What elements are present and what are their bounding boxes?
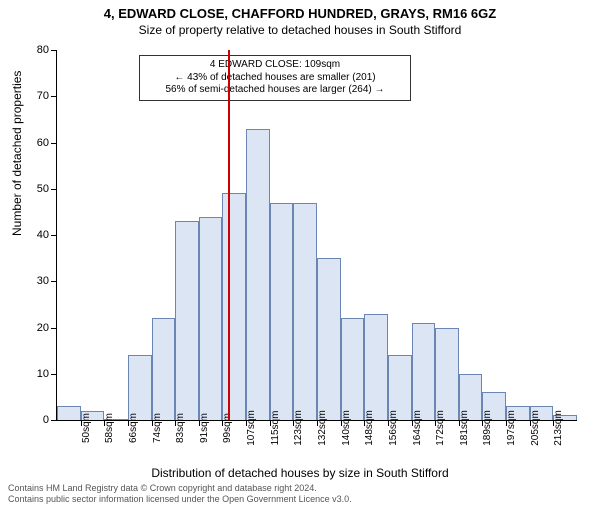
annotation-line-3: 56% of semi-detached houses are larger (… bbox=[146, 84, 404, 97]
x-tick-label: 91sqm bbox=[199, 413, 210, 443]
x-tick-label: 50sqm bbox=[81, 413, 92, 443]
annotation-line-1: 4 EDWARD CLOSE: 109sqm bbox=[146, 59, 404, 72]
histogram-bar bbox=[128, 355, 152, 420]
histogram-bar bbox=[412, 323, 436, 420]
y-tick bbox=[51, 189, 57, 190]
histogram-bar bbox=[152, 318, 176, 420]
x-tick-label: 156sqm bbox=[388, 410, 399, 446]
y-tick-label: 10 bbox=[37, 368, 49, 380]
x-tick-label: 181sqm bbox=[459, 410, 470, 446]
x-tick-label: 66sqm bbox=[128, 413, 139, 443]
y-tick-label: 80 bbox=[37, 44, 49, 56]
x-axis-label: Distribution of detached houses by size … bbox=[0, 466, 600, 480]
histogram-bar bbox=[293, 203, 317, 420]
histogram-bar bbox=[270, 203, 294, 420]
y-tick-label: 60 bbox=[37, 137, 49, 149]
footer-attribution: Contains HM Land Registry data © Crown c… bbox=[8, 483, 352, 504]
histogram-bar bbox=[246, 129, 270, 420]
y-tick-label: 50 bbox=[37, 183, 49, 195]
histogram-bar bbox=[175, 221, 199, 420]
x-tick-label: 83sqm bbox=[175, 413, 186, 443]
y-tick-label: 70 bbox=[37, 90, 49, 102]
x-tick-label: 172sqm bbox=[435, 410, 446, 446]
y-tick-label: 20 bbox=[37, 322, 49, 334]
y-tick-label: 40 bbox=[37, 229, 49, 241]
x-tick-label: 132sqm bbox=[317, 410, 328, 446]
histogram-bar bbox=[364, 314, 388, 420]
x-tick-label: 107sqm bbox=[246, 410, 257, 446]
histogram-bar bbox=[199, 217, 223, 421]
x-tick-label: 148sqm bbox=[364, 410, 375, 446]
x-tick-label: 140sqm bbox=[341, 410, 352, 446]
y-tick bbox=[51, 420, 57, 421]
y-tick bbox=[51, 328, 57, 329]
x-tick-label: 115sqm bbox=[270, 411, 281, 446]
y-tick bbox=[51, 50, 57, 51]
histogram-bar bbox=[341, 318, 365, 420]
y-tick bbox=[51, 96, 57, 97]
y-tick bbox=[51, 374, 57, 375]
y-tick bbox=[51, 281, 57, 282]
chart-title: 4, EDWARD CLOSE, CHAFFORD HUNDRED, GRAYS… bbox=[0, 6, 600, 21]
histogram-bar bbox=[317, 258, 341, 420]
marker-line bbox=[228, 50, 230, 420]
histogram-bar bbox=[57, 406, 81, 420]
annotation-box: 4 EDWARD CLOSE: 109sqm ← 43% of detached… bbox=[139, 55, 411, 101]
x-tick-label: 205sqm bbox=[530, 410, 541, 446]
y-tick bbox=[51, 235, 57, 236]
y-tick-label: 30 bbox=[37, 275, 49, 287]
x-tick-label: 123sqm bbox=[293, 410, 304, 446]
y-tick bbox=[51, 143, 57, 144]
x-tick-label: 197sqm bbox=[506, 410, 517, 446]
plot-area: 4 EDWARD CLOSE: 109sqm ← 43% of detached… bbox=[56, 50, 577, 421]
histogram-bar bbox=[222, 193, 246, 420]
footer-line-1: Contains HM Land Registry data © Crown c… bbox=[8, 483, 352, 493]
x-tick-label: 213sqm bbox=[553, 410, 564, 446]
annotation-line-2: ← 43% of detached houses are smaller (20… bbox=[146, 72, 404, 85]
x-tick-label: 164sqm bbox=[412, 410, 423, 446]
footer-line-2: Contains public sector information licen… bbox=[8, 494, 352, 504]
x-tick-label: 74sqm bbox=[152, 413, 163, 443]
x-tick-label: 189sqm bbox=[482, 410, 493, 446]
y-tick-label: 0 bbox=[43, 414, 49, 426]
chart-container: 4, EDWARD CLOSE, CHAFFORD HUNDRED, GRAYS… bbox=[0, 6, 600, 506]
x-tick-label: 58sqm bbox=[104, 413, 115, 443]
chart-subtitle: Size of property relative to detached ho… bbox=[0, 23, 600, 37]
y-axis-label: Number of detached properties bbox=[10, 71, 24, 236]
histogram-bar bbox=[435, 328, 459, 421]
